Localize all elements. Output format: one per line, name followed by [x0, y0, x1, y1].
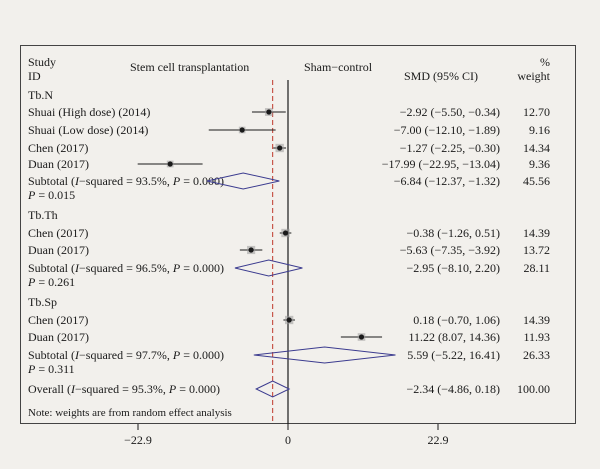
header-id: ID — [28, 69, 41, 83]
overall-diamond — [255, 380, 291, 398]
study-label: Chen (2017) — [28, 313, 89, 327]
tick-label: −22.9 — [124, 433, 152, 447]
weight-text: 14.39 — [523, 313, 550, 327]
ci-text: 0.18 (−0.70, 1.06) — [413, 313, 500, 327]
ci-text: −1.27 (−2.25, −0.30) — [399, 141, 500, 155]
weight-text: 100.00 — [517, 382, 550, 396]
subtotal-label: Subtotal (I−squared = 97.7%, P = 0.000) — [28, 348, 224, 362]
weight-text: 11.93 — [523, 330, 550, 344]
weight-text: 26.33 — [523, 348, 550, 362]
weight-text: 13.72 — [523, 243, 550, 257]
subtotal-p-label: P = 0.015 — [28, 188, 76, 202]
point-estimate — [286, 317, 292, 323]
subtotal-diamond — [206, 172, 280, 190]
header-smd: SMD (95% CI) — [404, 69, 478, 83]
group-label: Tb.N — [28, 88, 53, 102]
ci-text: 11.22 (8.07, 14.36) — [408, 330, 500, 344]
point-estimate — [248, 247, 254, 253]
header-pct: % — [540, 55, 550, 69]
subtotal-diamond — [253, 346, 396, 364]
point-estimate — [358, 334, 365, 340]
group-label: Tb.Th — [28, 208, 58, 222]
tick-label: 22.9 — [427, 433, 449, 447]
weight-text: 14.34 — [523, 141, 550, 155]
point-estimate — [167, 161, 173, 167]
weight-text: 9.16 — [529, 123, 550, 137]
study-label: Chen (2017) — [28, 141, 89, 155]
note-text: Note: weights are from random effect ana… — [28, 407, 232, 419]
ci-text: −2.95 (−8.10, 2.20) — [406, 261, 500, 275]
point-estimate — [239, 127, 245, 133]
weight-text: 14.39 — [523, 226, 550, 240]
point-estimate — [282, 230, 289, 236]
subtotal-label: Subtotal (I−squared = 93.5%, P = 0.000) — [28, 174, 224, 188]
study-label: Chen (2017) — [28, 226, 89, 240]
plot-frame — [20, 45, 576, 424]
point-estimate — [266, 109, 272, 115]
ci-text: −17.99 (−22.95, −13.04) — [381, 157, 500, 171]
overall-label: Overall (I−squared = 95.3%, P = 0.000) — [28, 382, 220, 396]
ci-text: −2.92 (−5.50, −0.34) — [399, 105, 500, 119]
subtotal-p-label: P = 0.311 — [28, 362, 75, 376]
ci-text: −6.84 (−12.37, −1.32) — [393, 174, 500, 188]
study-label: Duan (2017) — [28, 330, 89, 344]
ci-text: 5.59 (−5.22, 16.41) — [407, 348, 500, 362]
point-estimate — [277, 145, 283, 151]
group-label: Tb.Sp — [28, 295, 58, 309]
weight-text: 9.36 — [529, 157, 550, 171]
ci-text: −5.63 (−7.35, −3.92) — [399, 243, 500, 257]
ci-text: −0.38 (−1.26, 0.51) — [406, 226, 500, 240]
study-label: Duan (2017) — [28, 243, 89, 257]
header-study: Study — [28, 55, 57, 69]
weight-text: 28.11 — [523, 261, 550, 275]
header-left-group: Stem cell transplantation — [130, 60, 250, 74]
subtotal-label: Subtotal (I−squared = 96.5%, P = 0.000) — [28, 261, 224, 275]
tick-label: 0 — [285, 433, 291, 447]
weight-text: 45.56 — [523, 174, 550, 188]
subtotal-p-label: P = 0.261 — [28, 275, 76, 289]
study-label: Shuai (Low dose) (2014) — [28, 123, 149, 137]
header-right-group: Sham−control — [304, 60, 373, 74]
weight-text: 12.70 — [523, 105, 550, 119]
study-label: Shuai (High dose) (2014) — [28, 105, 151, 119]
ci-text: −2.34 (−4.86, 0.18) — [406, 382, 500, 396]
subtotal-diamond — [234, 259, 303, 277]
study-label: Duan (2017) — [28, 157, 89, 171]
header-weight: weight — [517, 69, 550, 83]
ci-text: −7.00 (−12.10, −1.89) — [393, 123, 500, 137]
